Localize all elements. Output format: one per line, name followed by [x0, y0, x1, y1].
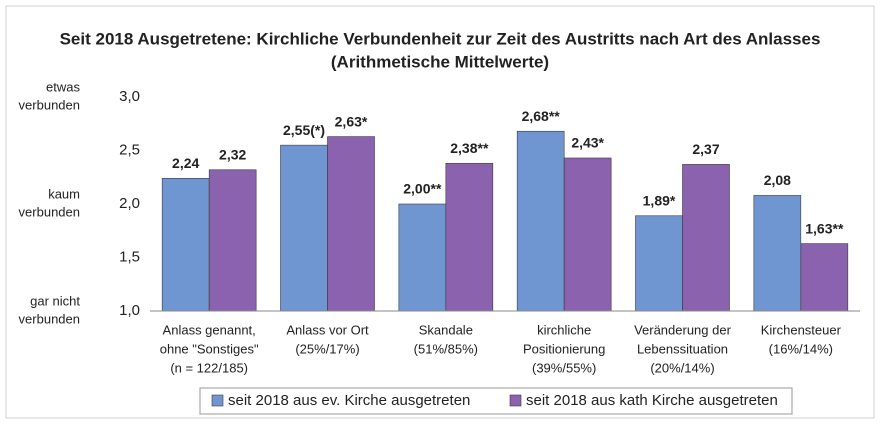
- y-scale-label: etwas: [46, 79, 80, 94]
- value-label: 2,37: [692, 141, 719, 157]
- bar: [398, 203, 447, 312]
- bar: [635, 215, 683, 312]
- x-tick-label: Lebenssituation: [637, 341, 728, 356]
- chart-subtitle: (Arithmetische Mittelwerte): [331, 52, 549, 71]
- value-label: 1,89*: [643, 192, 676, 208]
- x-tick-label: (51%/85%): [414, 341, 478, 356]
- value-label: 2,32: [219, 146, 246, 162]
- y-scale-label: verbunden: [19, 97, 80, 112]
- bar: [208, 169, 257, 312]
- value-label: 2,63*: [335, 113, 368, 129]
- y-tick-label: 2,5: [119, 141, 140, 158]
- x-tick-label: (39%/55%): [532, 360, 596, 375]
- y-tick-label: 1,5: [119, 248, 140, 265]
- bar: [753, 195, 802, 312]
- x-tick-label: Anlass genannt,: [163, 322, 256, 337]
- y-tick-label: 2,0: [119, 195, 140, 212]
- x-tick-label: (20%/14%): [650, 360, 714, 375]
- bar: [682, 164, 730, 312]
- legend-label: seit 2018 aus ev. Kirche ausgetreten: [228, 392, 470, 409]
- x-tick-label: (25%/17%): [295, 341, 359, 356]
- bar: [563, 157, 612, 312]
- value-label: 2,55(*): [283, 122, 325, 138]
- bar: [445, 163, 494, 312]
- y-tick-label: 3,0: [119, 88, 140, 105]
- value-label: 2,43*: [571, 135, 604, 151]
- y-scale-label: verbunden: [19, 204, 80, 219]
- value-label: 2,38**: [450, 140, 489, 156]
- value-label: 2,68**: [522, 108, 561, 124]
- value-label: 2,00**: [403, 181, 442, 197]
- legend-swatch: [509, 394, 522, 407]
- bar: [516, 130, 565, 312]
- x-tick-label: Positionierung: [523, 341, 605, 356]
- y-scale-label: verbunden: [19, 311, 80, 326]
- y-scale-label: gar nicht: [30, 293, 80, 308]
- value-label: 2,08: [764, 172, 791, 188]
- legend-box: [199, 387, 793, 415]
- x-tick-label: Skandale: [419, 322, 473, 337]
- x-tick-label: (16%/14%): [769, 341, 833, 356]
- x-tick-label: (n = 122/185): [170, 360, 248, 375]
- y-scale-label: kaum: [48, 186, 80, 201]
- x-tick-label: Veränderung der: [634, 322, 732, 337]
- bar: [327, 136, 375, 312]
- legend-label: seit 2018 aus kath Kirche ausgetreten: [526, 392, 778, 409]
- y-tick-label: 1,0: [119, 302, 140, 319]
- bar: [161, 178, 210, 312]
- legend-swatch: [211, 394, 224, 407]
- x-tick-label: Kirchensteuer: [761, 322, 842, 337]
- bar: [280, 144, 328, 312]
- x-tick-label: Anlass vor Ort: [286, 322, 369, 337]
- chart-title: Seit 2018 Ausgetretene: Kirchliche Verbu…: [60, 29, 821, 48]
- x-tick-label: ohne "Sonstiges": [160, 341, 259, 356]
- x-tick-label: kirchliche: [537, 322, 591, 337]
- value-label: 2,24: [172, 155, 199, 171]
- value-label: 1,63**: [805, 220, 844, 236]
- bar: [800, 243, 849, 312]
